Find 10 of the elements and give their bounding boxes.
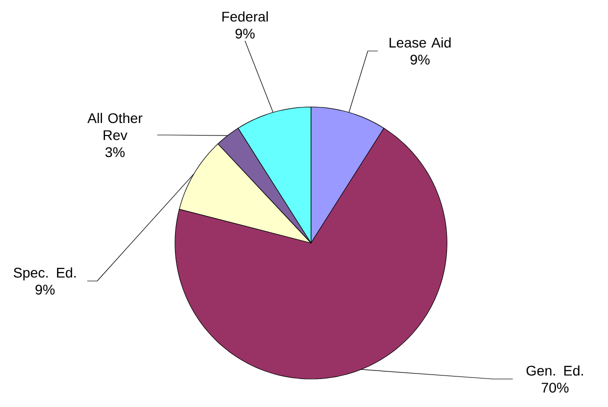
slice-label: Gen. Ed. bbox=[526, 365, 583, 376]
slice-label: Federal bbox=[222, 11, 268, 22]
slice-label: Lease Aid bbox=[390, 37, 451, 48]
data-label: 9% bbox=[236, 28, 255, 39]
slice-label: Spec. Ed. bbox=[14, 267, 76, 280]
data-label: 9% bbox=[410, 54, 430, 65]
slice-label: All Other Rev bbox=[87, 112, 142, 140]
data-label: 3% bbox=[105, 147, 125, 158]
data-label: 70% bbox=[542, 382, 569, 393]
data-label: 9% bbox=[36, 284, 55, 295]
